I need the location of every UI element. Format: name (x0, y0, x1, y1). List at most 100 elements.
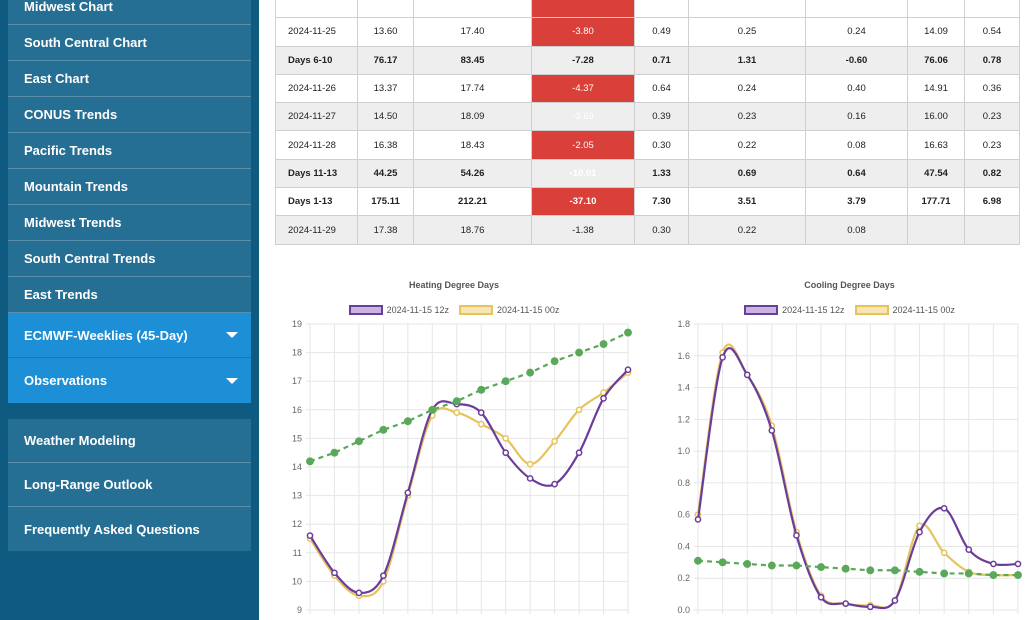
data-point (526, 475, 534, 482)
table-cell: 2024-11-26 (275, 73, 358, 104)
legend-item-12z[interactable]: 2024-11-15 12z (744, 305, 845, 315)
table-cell: 54.26 (413, 158, 532, 189)
sidebar-item-label: Weather Modeling (24, 433, 136, 448)
table-cell: 2024-11-29 (275, 215, 358, 245)
cdd-chart: Cooling Degree Days 2024-11-15 12z 2024-… (663, 270, 1036, 620)
table-cell: -10.01 (531, 158, 635, 189)
sidebar-item-midwest-chart[interactable]: Midwest Chart (8, 0, 251, 25)
sidebar-item-east-chart[interactable]: East Chart (8, 61, 251, 97)
table-cell: 14.91 (907, 73, 965, 104)
data-point (403, 417, 412, 426)
data-point (694, 516, 702, 523)
table-cell: 13.37 (357, 73, 414, 104)
legend-item-12z[interactable]: 2024-11-15 12z (348, 305, 449, 315)
table-cell (357, 0, 414, 19)
data-point (1014, 571, 1022, 579)
sidebar-item-label: CONUS Trends (24, 107, 118, 122)
data-point (1014, 560, 1022, 568)
data-point (940, 504, 948, 512)
sidebar-item-midwest-trends[interactable]: Midwest Trends (8, 205, 251, 241)
data-point (890, 566, 899, 575)
sidebar-item-weather-modeling[interactable]: Weather Modeling (8, 419, 251, 463)
table-cell: -2.05 (531, 130, 635, 160)
sidebar-item-label: Pacific Trends (24, 143, 113, 158)
table-cell: 7.30 (634, 187, 689, 217)
table-cell: 0.23 (964, 130, 1020, 160)
data-point (694, 556, 702, 565)
y-tick-label: 15 (292, 433, 302, 443)
data-point (866, 566, 875, 575)
series-line (309, 331, 629, 463)
sidebar-item-long-range-outlook[interactable]: Long-Range Outlook (8, 463, 251, 507)
table-cell: 0.08 (805, 215, 908, 245)
y-tick-label: 14 (292, 462, 302, 472)
table-cell: 0.49 (634, 17, 689, 47)
legend-label: 2024-11-15 12z (782, 305, 845, 315)
data-point (477, 409, 485, 417)
table-cell: 212.21 (413, 187, 532, 217)
sidebar-item-observations[interactable]: Observations (8, 358, 251, 403)
data-point (550, 357, 559, 366)
data-point (817, 563, 826, 572)
sidebar-item-label: Mountain Trends (24, 179, 128, 194)
data-point (743, 559, 752, 568)
chart-title: Cooling Degree Days (804, 280, 895, 290)
data-point (964, 569, 973, 578)
table-cell (275, 0, 358, 19)
table-cell: 16.63 (907, 130, 965, 160)
table-cell: 17.74 (413, 73, 532, 104)
data-point (306, 457, 314, 466)
data-point (990, 560, 997, 568)
nav-group-info: Weather Modeling Long-Range Outlook Freq… (8, 419, 251, 551)
data-point (989, 571, 998, 579)
sidebar-item-label: East Trends (24, 287, 98, 302)
sidebar-item-label: East Chart (24, 71, 90, 86)
legend-item-00z[interactable]: 2024-11-15 00z (459, 305, 559, 315)
table-cell: 18.09 (413, 102, 532, 132)
table-cell: 6.98 (964, 187, 1020, 217)
sidebar-item-conus-trends[interactable]: CONUS Trends (8, 97, 251, 133)
sidebar-item-label: Observations (24, 373, 108, 388)
data-point (477, 420, 485, 428)
table-cell: 18.76 (413, 215, 532, 245)
data-point (600, 395, 607, 402)
y-tick-label: 10 (292, 576, 302, 586)
sidebar-item-east-trends[interactable]: East Trends (8, 277, 251, 313)
sidebar-item-label: Long-Range Outlook (24, 477, 153, 492)
table-cell: 3.51 (688, 187, 806, 217)
sidebar-item-south-central-chart[interactable]: South Central Chart (8, 25, 251, 61)
data-point (916, 528, 923, 536)
nav-group-charts: Midwest Chart South Central Chart East C… (8, 0, 251, 403)
table-row: Days 6-10 76.17 83.45 -7.28 0.71 1.31 -0.60 76.… (275, 45, 1020, 75)
table-cell: 0.16 (805, 102, 908, 132)
sidebar-item-south-central-trends[interactable]: South Central Trends (8, 241, 251, 277)
series-line (309, 369, 629, 595)
sidebar-item-ecmwf-weeklies[interactable]: ECMWF-Weeklies (45-Day) (8, 313, 251, 358)
data-point (404, 489, 412, 497)
table-cell: 47.54 (907, 158, 965, 189)
legend-swatch (348, 305, 383, 315)
data-point (624, 328, 632, 337)
data-point (841, 564, 850, 573)
sidebar-item-faq[interactable]: Frequently Asked Questions (8, 507, 251, 551)
table-row: 2024-11-29 17.38 18.76 -1.38 0.30 0.22 0.08 (275, 215, 1020, 245)
sidebar-item-mountain-trends[interactable]: Mountain Trends (8, 169, 251, 205)
table-cell: -37.10 (531, 187, 635, 217)
sidebar-item-pacific-trends[interactable]: Pacific Trends (8, 133, 251, 169)
y-tick-label: 1.6 (677, 351, 690, 361)
table-cell: 1.33 (634, 158, 689, 189)
table-cell (531, 0, 635, 19)
hdd-plot: 9 10 11 12 13 14 15 16 17 18 19 (292, 319, 632, 615)
table-cell (907, 215, 965, 245)
y-tick-label: 16 (292, 405, 302, 415)
sidebar-item-label: Frequently Asked Questions (24, 521, 200, 537)
table-cell: 0.54 (964, 17, 1020, 47)
table-cell (688, 0, 806, 19)
table-cell (413, 0, 532, 19)
y-tick-label: 12 (292, 519, 302, 529)
data-point (940, 549, 948, 557)
table-cell: 0.82 (964, 158, 1020, 189)
table-cell: 0.40 (805, 73, 908, 104)
table-cell: 0.78 (964, 45, 1020, 75)
legend-item-00z[interactable]: 2024-11-15 00z (854, 305, 955, 315)
